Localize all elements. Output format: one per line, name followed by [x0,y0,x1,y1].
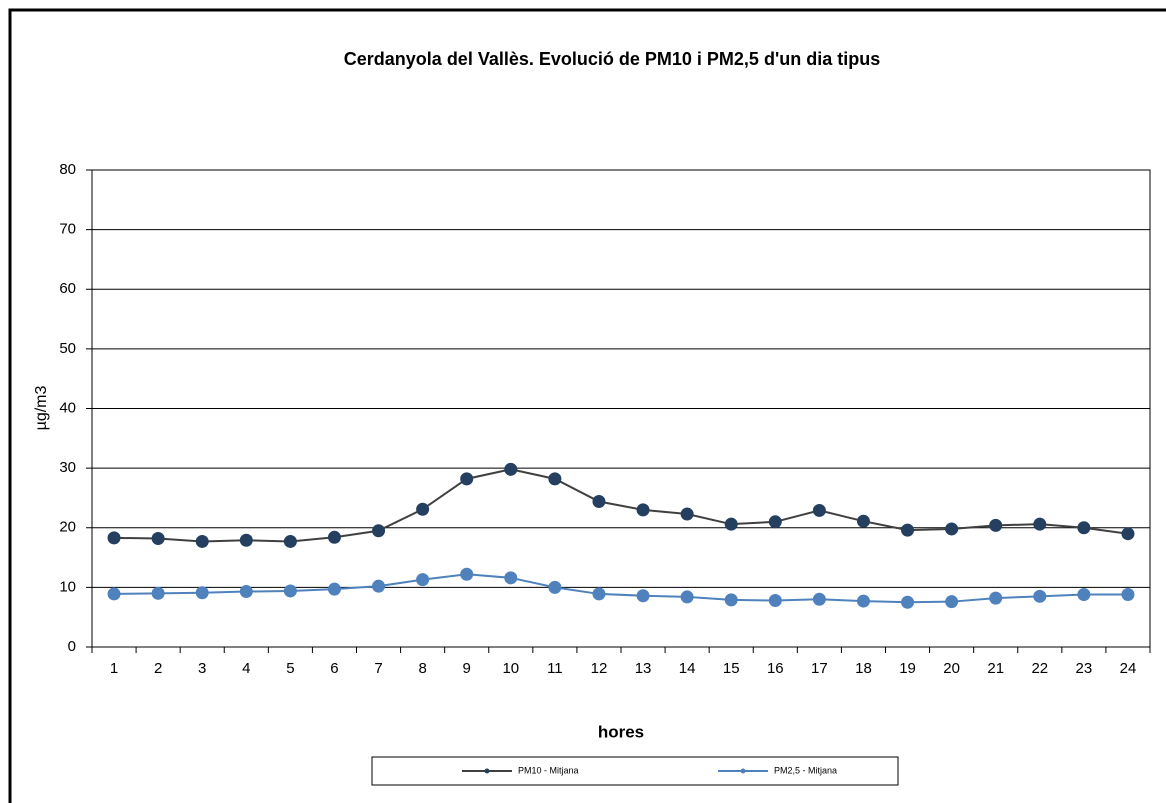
data-point [151,586,165,600]
data-point [151,531,165,545]
data-point [724,517,738,531]
y-tick-label: 50 [59,340,76,357]
y-tick-label: 30 [59,459,76,476]
legend-marker [740,768,746,774]
x-tick-label: 13 [635,660,652,677]
data-point [945,522,959,536]
x-tick-label: 22 [1031,660,1048,677]
legend-label: PM10 - Mitjana [518,765,579,775]
data-point [724,593,738,607]
data-point [460,472,474,486]
data-point [460,567,474,581]
data-point [548,580,562,594]
y-axis-label: µg/m3 [33,386,50,431]
y-tick-label: 70 [59,221,76,238]
x-tick-label: 14 [679,660,696,677]
data-point [416,502,430,516]
data-point [812,503,826,517]
data-point [1077,588,1091,602]
x-tick-label: 2 [154,660,162,677]
data-point [901,595,915,609]
y-tick-label: 10 [59,578,76,595]
data-point [812,592,826,606]
legend-marker [484,768,490,774]
x-tick-label: 5 [286,660,294,677]
series-line [114,468,1129,543]
data-point [768,515,782,529]
data-point [680,507,694,521]
data-point [372,579,386,593]
data-point [283,584,297,598]
data-point [107,587,121,601]
data-point [548,472,562,486]
data-point [636,503,650,517]
data-point [327,582,341,596]
legend [371,756,899,786]
x-tick-label: 8 [418,660,426,677]
data-point [504,571,518,585]
x-tick-label: 11 [547,660,563,677]
x-tick-label: 12 [591,660,608,677]
data-point [1033,517,1047,531]
y-tick-label: 80 [59,161,76,178]
y-tick-label: 40 [59,399,76,416]
x-tick-label: 3 [198,660,206,677]
data-point [327,530,341,544]
data-point [901,523,915,537]
data-point [372,524,386,538]
data-point [680,590,694,604]
x-tick-label: 19 [899,660,916,677]
data-point [504,462,518,476]
x-tick-label: 10 [502,660,519,677]
data-point [283,534,297,548]
x-tick-label: 24 [1120,660,1137,677]
x-tick-label: 4 [242,660,250,677]
data-point [989,518,1003,532]
data-point [107,531,121,545]
x-tick-label: 15 [723,660,740,677]
data-point [1077,521,1091,535]
data-point [195,534,209,548]
data-point [945,595,959,609]
data-point [592,587,606,601]
y-tick-label: 0 [68,638,76,655]
x-tick-label: 20 [943,660,960,677]
legend-label: PM2,5 - Mitjana [774,765,837,775]
data-point [989,591,1003,605]
x-tick-label: 1 [110,660,118,677]
chart-title: Cerdanyola del Vallès. Evolució de PM10 … [344,49,880,69]
data-point [1033,589,1047,603]
data-point [1121,527,1135,541]
x-tick-label: 7 [374,660,382,677]
x-tick-label: 9 [463,660,471,677]
x-tick-label: 18 [855,660,872,677]
data-point [768,593,782,607]
x-tick-label: 6 [330,660,338,677]
data-point [636,589,650,603]
data-point [856,514,870,528]
data-point [592,495,606,509]
data-point [239,533,253,547]
x-tick-label: 21 [987,660,1004,677]
data-point [1121,588,1135,602]
data-point [195,586,209,600]
x-tick-label: 17 [811,660,828,677]
x-tick-label: 16 [767,660,784,677]
series-line [114,573,1128,604]
data-point [239,585,253,599]
x-axis-label: hores [598,722,644,741]
y-tick-label: 20 [59,519,76,536]
x-tick-label: 23 [1076,660,1093,677]
data-point [416,573,430,587]
data-point [856,594,870,608]
y-tick-label: 60 [59,280,76,297]
